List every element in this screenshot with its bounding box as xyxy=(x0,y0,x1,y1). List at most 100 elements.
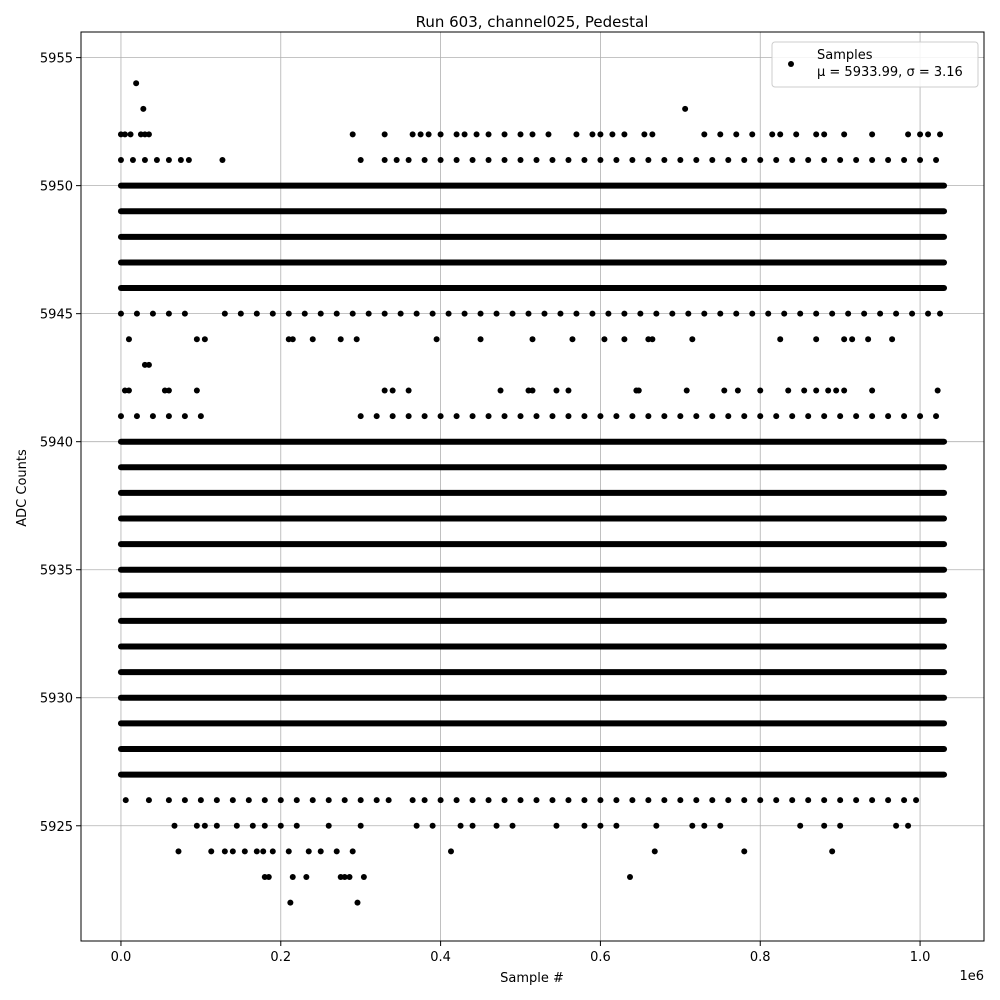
sample-point xyxy=(165,413,172,420)
legend-box xyxy=(771,41,979,88)
sample-point xyxy=(229,797,236,804)
plot-frame xyxy=(80,31,985,942)
sample-point xyxy=(769,131,776,138)
sample-point xyxy=(717,822,724,829)
sample-point xyxy=(409,797,416,804)
sample-point xyxy=(433,336,440,343)
sample-point xyxy=(509,822,516,829)
y-tick-label: 5930 xyxy=(40,692,73,707)
sample-point xyxy=(287,899,294,906)
y-tick-label: 5945 xyxy=(40,308,73,323)
sample-point xyxy=(117,310,124,317)
sample-point xyxy=(341,873,348,880)
sample-point xyxy=(683,387,690,394)
sample-point xyxy=(869,413,876,420)
sample-point xyxy=(917,131,924,138)
sample-point xyxy=(145,131,152,138)
sample-point xyxy=(677,797,684,804)
sample-point xyxy=(153,157,160,164)
sample-point xyxy=(453,131,460,138)
sample-point xyxy=(529,336,536,343)
sample-point xyxy=(421,157,428,164)
sample-point xyxy=(793,131,800,138)
sample-point xyxy=(533,157,540,164)
sample-point xyxy=(757,413,764,420)
sample-point xyxy=(553,387,560,394)
sample-point xyxy=(175,848,182,855)
sample-point xyxy=(354,899,361,906)
sample-point xyxy=(357,157,364,164)
sample-point xyxy=(621,131,628,138)
sample-point xyxy=(829,310,836,317)
sample-point xyxy=(869,131,876,138)
sample-point xyxy=(865,336,872,343)
sample-point xyxy=(149,413,156,420)
sample-point xyxy=(682,105,689,112)
sample-point xyxy=(346,873,353,880)
sample-point xyxy=(717,310,724,317)
sample-point xyxy=(789,413,796,420)
sample-point xyxy=(733,131,740,138)
sample-point xyxy=(597,157,604,164)
sample-point xyxy=(565,797,572,804)
sample-point xyxy=(701,131,708,138)
sample-point xyxy=(289,336,296,343)
sample-point xyxy=(626,873,633,880)
sample-point xyxy=(549,157,556,164)
sample-point xyxy=(181,310,188,317)
sample-point xyxy=(821,131,828,138)
sample-point xyxy=(721,387,728,394)
sample-point xyxy=(653,822,660,829)
sample-point xyxy=(229,848,236,855)
sample-point xyxy=(661,797,668,804)
sample-point xyxy=(337,336,344,343)
sample-point xyxy=(461,131,468,138)
sample-point xyxy=(265,873,272,880)
sample-point xyxy=(557,310,564,317)
sample-point xyxy=(501,797,508,804)
sample-point xyxy=(885,797,892,804)
legend-series-name: Samples xyxy=(817,48,873,63)
sample-point xyxy=(201,336,208,343)
sample-point xyxy=(473,131,480,138)
sample-point xyxy=(133,413,140,420)
sample-point xyxy=(565,387,572,394)
sample-point xyxy=(573,131,580,138)
sample-point xyxy=(693,797,700,804)
sample-point xyxy=(293,822,300,829)
sample-point xyxy=(485,413,492,420)
sample-point xyxy=(905,131,912,138)
sample-point xyxy=(360,873,367,880)
sample-point xyxy=(913,797,920,804)
sample-point xyxy=(381,131,388,138)
sample-point xyxy=(597,131,604,138)
sample-point xyxy=(260,848,267,855)
sample-point xyxy=(677,157,684,164)
sample-point xyxy=(461,310,468,317)
sample-point xyxy=(841,131,848,138)
sample-point xyxy=(365,310,372,317)
sample-point xyxy=(797,822,804,829)
sample-point xyxy=(789,797,796,804)
sample-point xyxy=(805,157,812,164)
sample-point xyxy=(309,797,316,804)
sample-point xyxy=(373,797,380,804)
sample-point xyxy=(193,336,200,343)
y-tick-label: 5935 xyxy=(40,564,73,579)
sample-point xyxy=(661,157,668,164)
x-tick-label: 1.0 xyxy=(910,950,931,965)
sample-point xyxy=(193,822,200,829)
sample-point xyxy=(613,822,620,829)
sample-point xyxy=(117,157,124,164)
sample-point xyxy=(501,157,508,164)
sample-point xyxy=(417,131,424,138)
sample-point xyxy=(893,310,900,317)
y-axis-title: ADC Counts xyxy=(15,449,30,527)
y-tick-label: 5940 xyxy=(40,436,73,451)
sample-point xyxy=(261,822,268,829)
sample-point xyxy=(893,822,900,829)
sample-point xyxy=(171,822,178,829)
sample-point xyxy=(285,310,292,317)
sample-point xyxy=(757,157,764,164)
